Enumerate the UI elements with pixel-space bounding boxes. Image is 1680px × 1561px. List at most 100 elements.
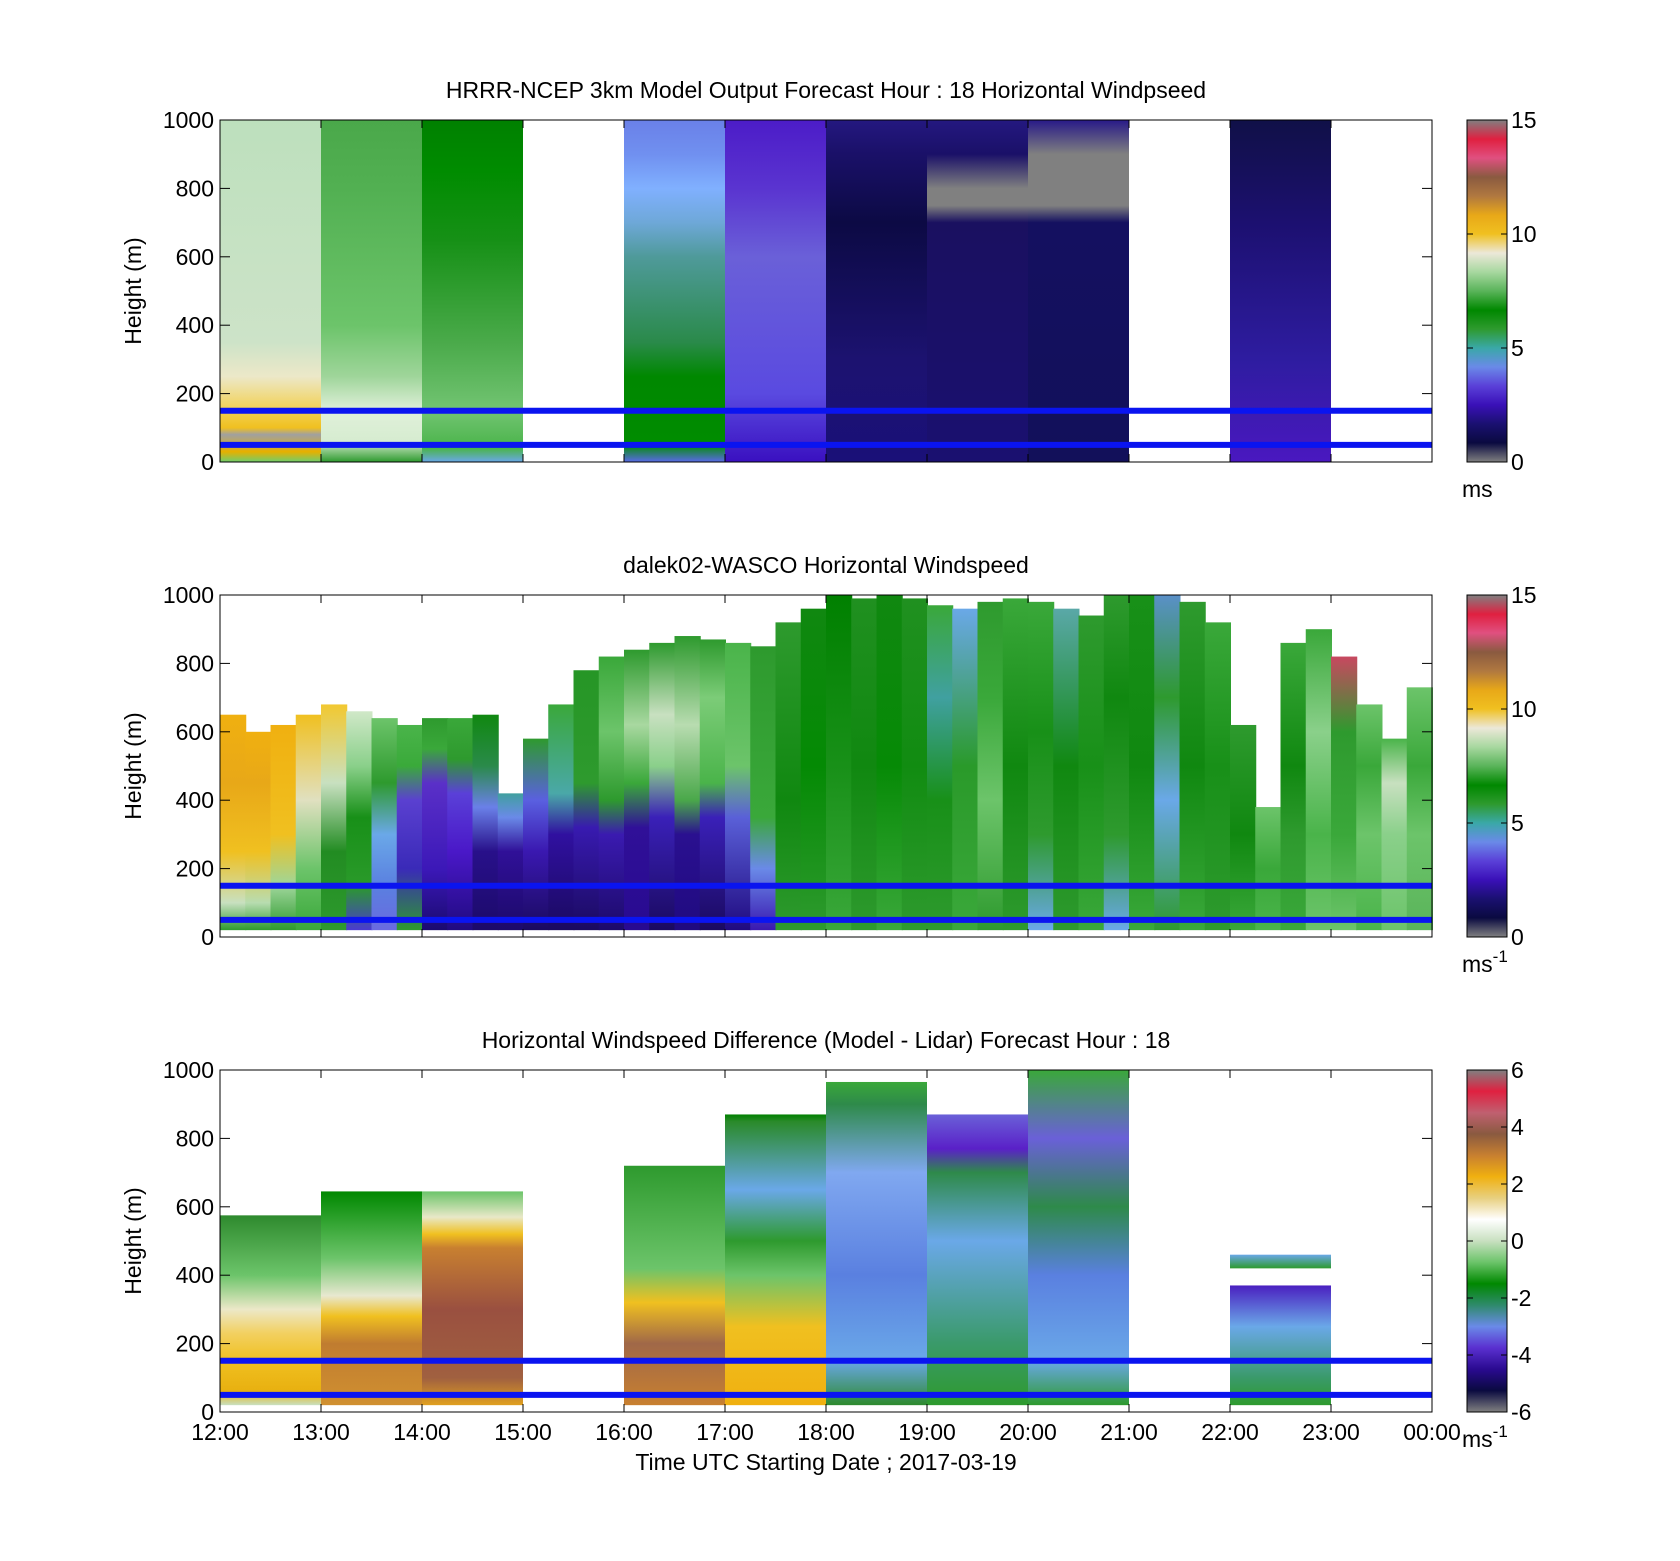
colorbar-tick-label: -6 (1511, 1399, 1531, 1425)
colorbar (1466, 1069, 1508, 1413)
x-tick-label: 22:00 (1201, 1419, 1259, 1445)
chart-title: Horizontal Windspeed Difference (Model -… (482, 1027, 1171, 1053)
x-tick-label: 23:00 (1302, 1419, 1360, 1445)
data-column (826, 120, 927, 462)
data-column (346, 711, 373, 931)
data-column (1356, 704, 1383, 931)
data-column (220, 120, 321, 462)
data-column (497, 793, 524, 931)
y-tick-label: 600 (176, 244, 214, 270)
y-tick-label: 200 (176, 856, 214, 882)
colorbar-tick-label: 15 (1511, 107, 1537, 133)
colorbar-tick-label: 5 (1511, 335, 1524, 361)
y-tick-label: 400 (176, 312, 214, 338)
colorbar-tick-label: -4 (1511, 1342, 1532, 1368)
chart-title: HRRR-NCEP 3km Model Output Forecast Hour… (446, 77, 1206, 103)
colorbar-tick-label: 5 (1511, 810, 1524, 836)
data-column (396, 724, 423, 931)
y-tick-label: 800 (176, 1125, 214, 1151)
data-column (220, 1215, 321, 1406)
y-tick-label: 1000 (163, 1057, 214, 1083)
y-tick-label: 600 (176, 1194, 214, 1220)
colorbar-tick-label: 0 (1511, 1228, 1524, 1254)
data-column (321, 1191, 422, 1406)
y-tick-label: 800 (176, 175, 214, 201)
y-axis-label: Height (m) (120, 1187, 146, 1294)
x-tick-label: 13:00 (292, 1419, 350, 1445)
data-column (422, 120, 523, 462)
data-column (1002, 598, 1029, 931)
data-column (523, 738, 550, 931)
data-column (1230, 120, 1331, 462)
data-column (1381, 738, 1408, 931)
x-tick-label: 14:00 (393, 1419, 451, 1445)
data-column (321, 704, 348, 931)
data-column (1406, 687, 1433, 931)
panel-1: 0 200 400 600 800 1000 HRRR-NCEP 3km Model Out… (120, 77, 1537, 502)
y-tick-label: 1000 (163, 582, 214, 608)
y-tick-label: 1000 (163, 107, 214, 133)
x-tick-label: 17:00 (696, 1419, 754, 1445)
y-tick-label: 200 (176, 381, 214, 407)
data-column (927, 120, 1028, 462)
y-tick-label: 800 (176, 650, 214, 676)
colorbar-tick-label: 4 (1511, 1114, 1524, 1140)
data-column (1230, 724, 1257, 931)
data-column (826, 595, 853, 931)
data-column (573, 670, 600, 931)
data-column (422, 1191, 523, 1406)
data-column (927, 605, 954, 931)
data-column (1053, 608, 1080, 931)
data-column (472, 714, 499, 931)
data-column (624, 120, 725, 462)
data-column (977, 601, 1004, 931)
x-tick-label: 16:00 (595, 1419, 653, 1445)
data-column (422, 718, 449, 931)
x-tick-label: 18:00 (797, 1419, 855, 1445)
data-column (1331, 656, 1358, 931)
colorbar-tick-label: 15 (1511, 582, 1537, 608)
y-tick-label: 400 (176, 787, 214, 813)
x-tick-label: 21:00 (1100, 1419, 1158, 1445)
data-column (1305, 629, 1332, 931)
y-tick-label: 600 (176, 719, 214, 745)
data-column (245, 731, 272, 931)
data-column (1179, 601, 1206, 931)
data-column (725, 120, 826, 462)
x-tick-label: 19:00 (898, 1419, 956, 1445)
panel-3: 0 200 400 600 800 1000 12:00 13:00 14:00 15:00 16:… (120, 1027, 1532, 1475)
panel-2: 0 200 400 600 800 1000 dalek02-WASCO Horizonta… (120, 552, 1537, 977)
x-tick-label: 12:00 (191, 1419, 249, 1445)
data-column (270, 724, 297, 931)
data-column (1103, 595, 1130, 931)
data-column (220, 714, 247, 931)
colorbar-tick-label: 0 (1511, 449, 1524, 475)
x-tick-label: 15:00 (494, 1419, 552, 1445)
x-axis-label: Time UTC Starting Date ; 2017-03-19 (635, 1449, 1016, 1475)
data-column (1230, 1285, 1331, 1406)
data-column (826, 1081, 927, 1406)
data-column (447, 718, 474, 931)
data-column (725, 1114, 826, 1406)
data-column (371, 718, 398, 931)
y-axis-label: Height (m) (120, 237, 146, 344)
chart-title: dalek02-WASCO Horizontal Windspeed (623, 552, 1029, 578)
y-axis-label: Height (m) (120, 712, 146, 819)
data-column (321, 120, 422, 462)
data-column (295, 714, 322, 931)
data-column (927, 1114, 1028, 1406)
data-column (649, 642, 676, 931)
data-column (1078, 615, 1105, 931)
colorbar-unit-label: ms (1462, 476, 1493, 502)
colorbar-tick-label: 6 (1511, 1057, 1524, 1083)
data-column (1255, 807, 1282, 931)
colorbar-tick-label: 10 (1511, 696, 1537, 722)
data-column (699, 639, 726, 931)
colorbar-tick-label: 10 (1511, 221, 1537, 247)
data-column (1154, 595, 1181, 931)
data-column (1230, 1254, 1331, 1269)
data-column (725, 642, 752, 931)
colorbar-tick-label: 0 (1511, 924, 1524, 950)
data-column (624, 1165, 725, 1406)
x-tick-label: 00:00 (1403, 1419, 1461, 1445)
